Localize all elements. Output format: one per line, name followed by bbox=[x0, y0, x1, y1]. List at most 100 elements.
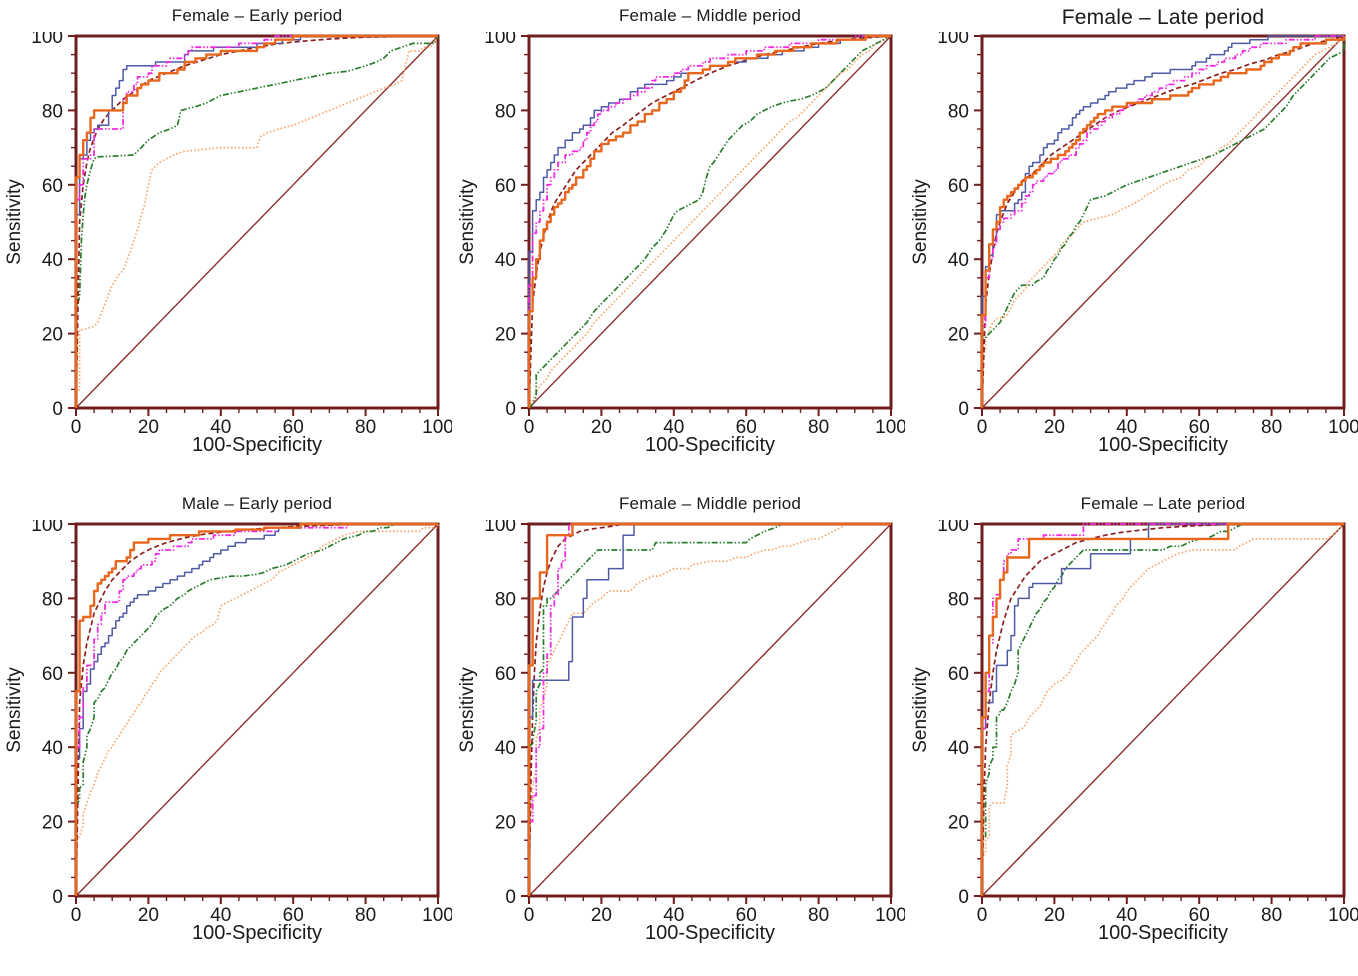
roc-subplot-female-early: Female – Early period Sensitivity 0 0 20 20… bbox=[0, 0, 452, 488]
reference-diagonal bbox=[528, 523, 892, 897]
roc-dark-red-dashed bbox=[75, 35, 439, 409]
reference-diagonal bbox=[528, 35, 892, 409]
y-tick-label: 20 bbox=[948, 813, 969, 834]
y-tick-label: 0 bbox=[505, 399, 516, 420]
y-tick-label: 80 bbox=[42, 101, 63, 122]
y-tick-label: 60 bbox=[42, 176, 63, 197]
roc-orange-solid bbox=[74, 522, 438, 896]
roc-green-dash-dot bbox=[75, 523, 438, 896]
roc-light-orange-dotted bbox=[75, 35, 439, 408]
plot-frame bbox=[527, 34, 893, 410]
roc-orange-solid bbox=[74, 34, 438, 408]
y-tick-label: 100 bbox=[484, 520, 516, 536]
roc-orange-solid bbox=[527, 522, 891, 896]
reference-diagonal bbox=[75, 523, 439, 897]
x-axis-label: 100-Specificity bbox=[191, 922, 323, 944]
x-tick-label: 40 bbox=[210, 417, 231, 434]
x-axis-label: 100-Specificity bbox=[644, 922, 776, 944]
roc-blue-solid bbox=[981, 35, 1344, 408]
y-axis-label: Sensitivity bbox=[910, 667, 931, 753]
y-tick-label: 100 bbox=[937, 32, 969, 48]
roc-blue-solid bbox=[75, 523, 438, 896]
x-tick-label: 60 bbox=[736, 417, 757, 434]
roc-plot-canvas: 00 20 20 40 40 60 60 80 80 100 100 bbox=[484, 520, 905, 922]
x-tick-label: 0 bbox=[524, 905, 535, 922]
x-axis-label: 100-Specificity bbox=[1097, 922, 1229, 944]
roc-magenta-dash-dot-dot bbox=[981, 35, 1344, 408]
y-axis-label: Sensitivity bbox=[4, 667, 25, 753]
roc-subplot-female-late: Female – Late period Sensitivity 0 0 20 20 4… bbox=[906, 0, 1358, 488]
roc-magenta-dash-dot-dot bbox=[75, 523, 438, 896]
roc-green-dash-dot bbox=[528, 523, 891, 896]
x-tick-label: 40 bbox=[210, 905, 231, 922]
y-tick-label: 0 bbox=[505, 887, 516, 908]
y-tick-label: 40 bbox=[948, 250, 969, 271]
roc-green-dash-dot bbox=[75, 35, 439, 408]
roc-light-orange-dotted bbox=[981, 35, 1345, 408]
y-axis-label: Sensitivity bbox=[457, 667, 478, 753]
roc-blue-solid bbox=[981, 523, 1344, 896]
x-tick-label: 80 bbox=[1261, 417, 1282, 434]
x-tick-label: 100 bbox=[875, 905, 905, 922]
roc-light-orange-dotted bbox=[528, 35, 892, 409]
x-tick-label: 0 bbox=[71, 905, 82, 922]
roc-subplot-bottom-right: Female – Late period Sensitivity 0 0 20 20 4… bbox=[906, 488, 1358, 976]
x-tick-label: 20 bbox=[1044, 905, 1065, 922]
roc-subplot-bottom-middle: Female – Middle period Sensitivity 0 0 20 2… bbox=[453, 488, 905, 976]
x-tick-label: 80 bbox=[1261, 905, 1282, 922]
x-tick-label: 60 bbox=[283, 417, 304, 434]
x-tick-label: 0 bbox=[977, 417, 988, 434]
plot-frame bbox=[980, 34, 1346, 410]
y-axis-label: Sensitivity bbox=[4, 179, 25, 265]
roc-dark-red-dashed bbox=[981, 523, 1344, 897]
plot-title: Female – Middle period bbox=[618, 6, 802, 25]
reference-diagonal bbox=[981, 523, 1345, 897]
y-tick-label: 20 bbox=[42, 325, 63, 346]
x-tick-label: 100 bbox=[875, 417, 905, 434]
y-tick-label: 40 bbox=[495, 738, 516, 759]
y-tick-label: 80 bbox=[495, 589, 516, 610]
x-tick-label: 20 bbox=[591, 905, 612, 922]
plot-title: Male – Early period bbox=[181, 494, 333, 513]
x-tick-label: 80 bbox=[355, 417, 376, 434]
roc-orange-solid bbox=[980, 522, 1344, 896]
roc-plot-canvas: 00 20 20 40 40 60 60 80 80 100 100 bbox=[31, 520, 452, 922]
y-tick-label: 100 bbox=[937, 520, 969, 536]
roc-orange-solid bbox=[527, 34, 891, 408]
x-tick-label: 40 bbox=[1116, 417, 1137, 434]
x-tick-label: 80 bbox=[808, 417, 829, 434]
y-tick-label: 60 bbox=[495, 176, 516, 197]
roc-dark-red-dashed bbox=[75, 523, 438, 897]
x-tick-label: 0 bbox=[71, 417, 82, 434]
roc-dark-red-dashed bbox=[528, 523, 891, 897]
y-tick-label: 80 bbox=[495, 101, 516, 122]
x-tick-label: 60 bbox=[283, 905, 304, 922]
y-tick-label: 60 bbox=[948, 176, 969, 197]
x-axis-label: 100-Specificity bbox=[191, 434, 323, 456]
x-tick-label: 100 bbox=[1328, 905, 1358, 922]
y-tick-label: 0 bbox=[52, 887, 63, 908]
roc-plot-canvas: 00 20 20 40 40 60 60 80 80 100 100 bbox=[937, 32, 1358, 434]
roc-plot-canvas: 00 20 20 40 40 60 60 80 80 100 100 bbox=[937, 520, 1358, 922]
x-tick-label: 40 bbox=[663, 905, 684, 922]
y-tick-label: 80 bbox=[948, 589, 969, 610]
x-tick-label: 60 bbox=[736, 905, 757, 922]
x-tick-label: 20 bbox=[1044, 417, 1065, 434]
x-tick-label: 20 bbox=[138, 417, 159, 434]
y-tick-label: 60 bbox=[948, 664, 969, 685]
roc-plot-canvas: 00 20 20 40 40 60 60 80 80 100 100 bbox=[484, 32, 905, 434]
y-tick-label: 0 bbox=[958, 887, 969, 908]
y-tick-label: 40 bbox=[495, 250, 516, 271]
y-axis-label: Sensitivity bbox=[910, 179, 931, 265]
roc-green-dash-dot bbox=[981, 36, 1345, 408]
x-tick-label: 80 bbox=[355, 905, 376, 922]
x-tick-label: 40 bbox=[663, 417, 684, 434]
plot-title: Female – Middle period bbox=[618, 494, 802, 513]
y-tick-label: 40 bbox=[948, 738, 969, 759]
reference-diagonal bbox=[981, 35, 1345, 409]
y-tick-label: 20 bbox=[495, 325, 516, 346]
y-tick-label: 20 bbox=[42, 813, 63, 834]
roc-subplot-male-early: Male – Early period Sensitivity 0 0 20 20 40… bbox=[0, 488, 452, 976]
x-tick-label: 100 bbox=[1328, 417, 1358, 434]
